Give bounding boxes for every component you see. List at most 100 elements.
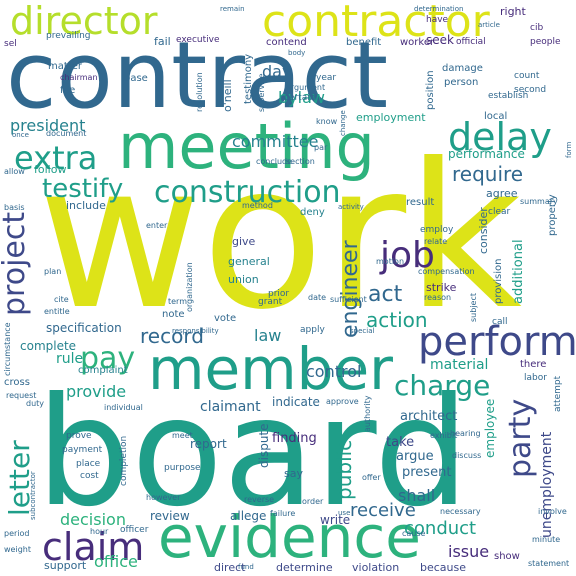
- word-material: material: [430, 357, 489, 373]
- word-offer: offer: [362, 473, 381, 482]
- word-supervise: supervise: [257, 73, 266, 112]
- word-certain: certain: [284, 93, 316, 103]
- word-chairman: chairman: [60, 73, 98, 82]
- word-general: general: [228, 255, 270, 268]
- word-completion: completion: [119, 435, 129, 486]
- word-fund: fund: [238, 563, 254, 571]
- word-year: year: [316, 73, 337, 83]
- word-enter: enter: [146, 221, 168, 230]
- word-seek: seek: [426, 33, 454, 47]
- word-order: order: [302, 497, 324, 506]
- word-follow: follow: [34, 163, 67, 176]
- word-use: use: [338, 509, 351, 517]
- word-damage: damage: [442, 63, 483, 74]
- word-director: director: [10, 0, 158, 43]
- word-claimant: claimant: [200, 399, 261, 415]
- word-term: term: [168, 297, 187, 306]
- word-show: show: [494, 551, 520, 562]
- word-fail: fail: [154, 35, 171, 48]
- word-report: report: [190, 437, 227, 451]
- word-direct: direct: [214, 561, 246, 574]
- word-record: record: [140, 324, 204, 348]
- word-violation: violation: [352, 561, 400, 574]
- word-pay: pay: [80, 341, 136, 376]
- word-specification: specification: [46, 321, 122, 335]
- word-provide: provide: [66, 382, 127, 401]
- word-issue: issue: [448, 542, 490, 561]
- word-conduct: conduct: [404, 518, 477, 539]
- word-request: request: [6, 391, 37, 400]
- word-section: section: [286, 157, 315, 166]
- word-unemployment: unemployment: [539, 431, 555, 538]
- word-prove: prove: [66, 431, 92, 441]
- word-engineer: engineer: [338, 240, 363, 338]
- word-plan: plan: [44, 267, 62, 276]
- word-official: official: [456, 37, 486, 47]
- word-complaint: complaint: [78, 365, 128, 376]
- word-benefit: benefit: [346, 37, 382, 48]
- word-basis: basis: [4, 203, 25, 212]
- word-responsibility: responsibility: [172, 327, 219, 335]
- word-work: work: [38, 121, 522, 354]
- word-right: right: [500, 5, 526, 18]
- word-cause: cause: [402, 529, 426, 538]
- word-duty: duty: [26, 399, 45, 408]
- word-involve: involve: [538, 507, 567, 516]
- word-discuss: discuss: [452, 451, 482, 460]
- word-there: there: [520, 359, 547, 370]
- word-once: once: [12, 131, 29, 139]
- word-allow: allow: [4, 167, 25, 176]
- word-argument: argument: [286, 83, 326, 92]
- word-rule: rule: [56, 351, 84, 367]
- word-special: special: [350, 327, 375, 335]
- word-position: position: [425, 70, 436, 110]
- word-grant: grant: [258, 297, 283, 307]
- word-statement: statement: [528, 559, 570, 568]
- word-evidence: evidence: [158, 503, 421, 571]
- word-document: document: [46, 129, 87, 138]
- word-hearing: hearing: [450, 429, 481, 438]
- word-delay: delay: [448, 115, 552, 159]
- word-party: party: [503, 398, 538, 478]
- word-worker: worker: [400, 37, 435, 48]
- word-entitle: entitle: [44, 307, 70, 316]
- word-base: base: [124, 73, 148, 84]
- word-cost: cost: [80, 471, 99, 481]
- word-count: count: [514, 71, 540, 81]
- word-project: project: [0, 211, 32, 316]
- word-vote: vote: [214, 313, 237, 324]
- word-performance: performance: [448, 147, 525, 161]
- word-call: call: [492, 317, 508, 327]
- word-cite: cite: [54, 295, 69, 304]
- word-receive: receive: [350, 500, 416, 521]
- word-contend: contend: [266, 37, 307, 48]
- word-activity: activity: [338, 203, 364, 211]
- word-method: method: [242, 201, 273, 210]
- word-file: file: [60, 85, 76, 96]
- word-date: date: [308, 293, 327, 302]
- word-note: note: [162, 309, 185, 320]
- word-executive: executive: [176, 35, 220, 45]
- word-necessary: necessary: [440, 507, 481, 516]
- word-sufficient: sufficient: [330, 295, 367, 304]
- word-purpose: purpose: [164, 463, 201, 473]
- word-o'neill: o'neill: [221, 79, 234, 112]
- word-extra: extra: [14, 139, 98, 177]
- word-committee: committee: [232, 132, 319, 151]
- word-cross: cross: [4, 377, 30, 388]
- word-finding: finding: [272, 431, 317, 446]
- word-compensation: compensation: [418, 267, 475, 276]
- word-prior: prior: [268, 289, 290, 299]
- word-have: have: [426, 15, 449, 25]
- word-attempt: attempt: [553, 375, 563, 412]
- word-job: job: [380, 235, 435, 276]
- word-weight: weight: [4, 545, 31, 554]
- word-circumstance: circumstance: [3, 322, 12, 376]
- word-dispute: dispute: [257, 423, 271, 468]
- word-remain: remain: [220, 5, 245, 13]
- word-clear: clear: [488, 207, 511, 217]
- word-support: support: [44, 559, 87, 572]
- word-law: law: [254, 326, 282, 345]
- word-member: member: [148, 335, 394, 403]
